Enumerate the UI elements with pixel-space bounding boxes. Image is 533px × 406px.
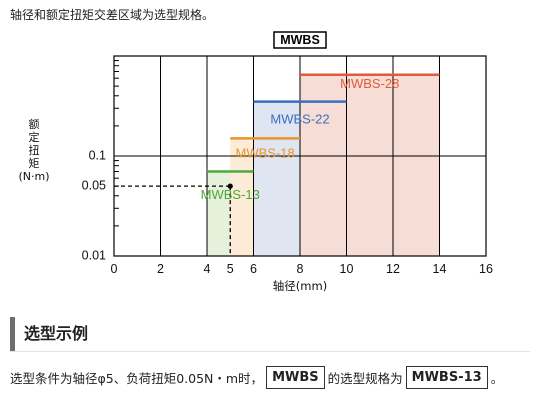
example-text: 选型条件为轴径φ5、负荷扭矩0.05N・m时， MWBS 的选型规格为 MWBS… <box>10 366 503 389</box>
x-tick-label: 8 <box>297 262 304 276</box>
mwbs-28-label: MWBS-28 <box>340 76 399 91</box>
section-divider <box>10 351 530 352</box>
y-axis-title-part: (N·m) <box>18 170 49 183</box>
example-prefix: 选型条件为轴径φ5、负荷扭矩0.05N・m时， <box>10 371 264 386</box>
example-middle: 的选型规格为 <box>327 371 403 386</box>
plot-frame <box>113 55 487 257</box>
y-axis-title-part: 矩 <box>29 157 40 170</box>
x-tick-label: 0 <box>111 262 118 276</box>
marker-point <box>227 183 233 189</box>
x-tick-label: 2 <box>157 262 164 276</box>
x-tick-label: 12 <box>386 262 400 276</box>
mwbs-18-label: MWBS-18 <box>236 145 295 160</box>
x-tick-label: 10 <box>340 262 354 276</box>
y-axis-title-part: 额 <box>29 118 40 131</box>
mwbs-28-bar <box>300 74 440 256</box>
x-axis-title: 轴径(mm) <box>273 279 327 293</box>
chart-title-box <box>273 31 327 49</box>
mwbs-13-label: MWBS-13 <box>201 187 260 202</box>
y-tick-label: 0.01 <box>82 248 106 262</box>
y-axis-title-part: 扭 <box>29 143 40 157</box>
x-tick-label: 4 <box>204 262 211 276</box>
x-tick-label: 14 <box>433 262 447 276</box>
y-tick-label: 0.05 <box>82 178 106 192</box>
x-tick-label: 5 <box>227 262 234 276</box>
chart-svg: MWBS-13 MWBS-18 MWBS-22 MWBS-28 0 2 4 5 6 8 10 12 14… <box>18 31 493 293</box>
mwbs-22-label: MWBS-22 <box>270 111 329 126</box>
x-tick-label: 6 <box>250 262 257 276</box>
series-chip: MWBS <box>266 366 325 389</box>
example-suffix: 。 <box>490 371 504 386</box>
chart-title: MWBS <box>280 33 320 47</box>
y-axis-title-part: 定 <box>29 130 40 144</box>
torque-chart: MWBS-13 MWBS-18 MWBS-22 MWBS-28 0 2 4 5 6 8 10 12 14… <box>0 28 533 300</box>
y-tick-label: 0.1 <box>89 148 106 162</box>
result-chip: MWBS-13 <box>405 366 488 389</box>
x-tick-label: 16 <box>479 262 493 276</box>
intro-text: 轴径和额定扭矩交差区域为选型规格。 <box>10 8 215 22</box>
section-title: 选型示例 <box>10 317 525 351</box>
